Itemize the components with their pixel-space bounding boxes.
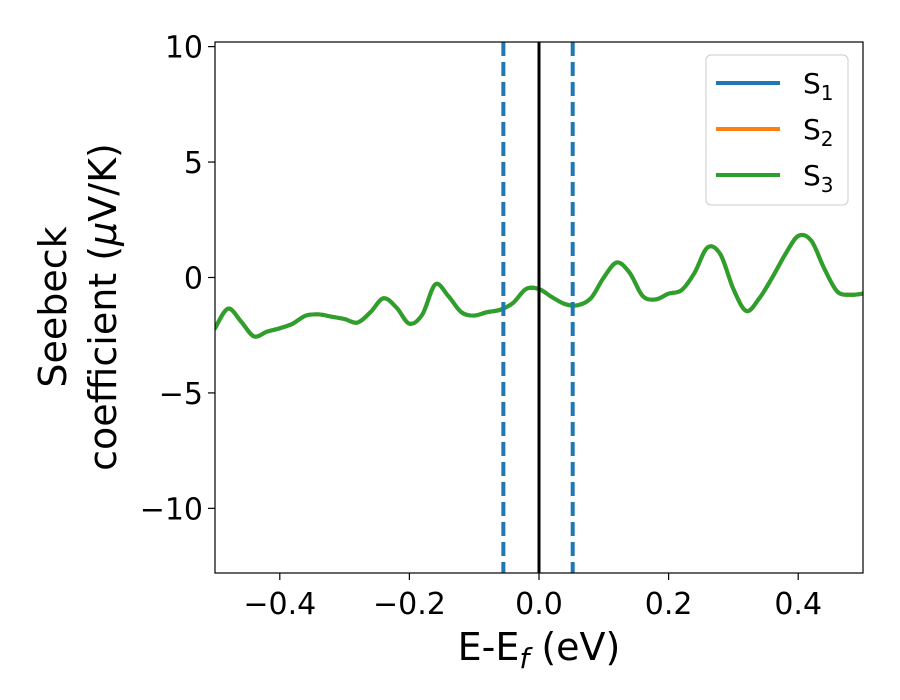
y-tick-label: −10	[140, 492, 203, 527]
y-axis-ticks: 10 5 0 −5 −10	[140, 31, 215, 527]
legend-label-s2: S2	[803, 113, 834, 151]
x-tick-label: 0.0	[515, 587, 563, 622]
x-tick-label: 0.2	[645, 587, 693, 622]
reference-lines	[501, 42, 575, 573]
legend-label-s1: S1	[803, 67, 834, 105]
legend-label-s3: S3	[803, 159, 834, 197]
y-axis-label-line1: Seebeck	[31, 226, 75, 387]
x-axis-label: E-Ef (eV)	[458, 625, 621, 675]
y-axis-label: Seebeck coefficient (μV/K)	[31, 143, 125, 471]
y-tick-label: 10	[165, 31, 203, 66]
x-tick-label: −0.2	[373, 587, 446, 622]
x-tick-label: −0.4	[243, 587, 316, 622]
y-tick-label: −5	[159, 377, 203, 412]
x-axis-ticks: −0.4 −0.2 0.0 0.2 0.4	[243, 573, 822, 622]
y-tick-label: 0	[184, 261, 203, 296]
y-axis-label-line2: coefficient (μV/K)	[81, 143, 125, 471]
x-tick-label: 0.4	[774, 587, 822, 622]
y-tick-label: 5	[184, 146, 203, 181]
legend: S1 S2 S3	[705, 54, 849, 206]
